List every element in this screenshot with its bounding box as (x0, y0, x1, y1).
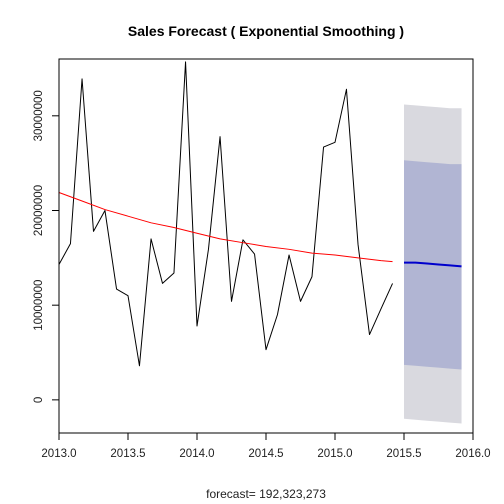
y-tick-label: 20000000 (33, 185, 45, 236)
y-axis: 0 10000000 20000000 30000000 (33, 90, 60, 403)
x-tick-label: 2013.0 (41, 448, 76, 460)
x-axis-label: forecast= 192,323,273 (206, 487, 326, 501)
series-actual-line (58, 61, 394, 367)
chart-title: Sales Forecast ( Exponential Smoothing ) (128, 23, 404, 39)
series-lines (58, 61, 462, 367)
y-tick-label: 30000000 (33, 90, 45, 141)
x-tick-label: 2014.0 (179, 448, 214, 460)
x-axis: 2013.0 2013.5 2014.0 2014.5 2015.0 2015.5 2016… (41, 432, 491, 460)
y-tick-label: 0 (33, 397, 45, 403)
y-tick-label: 10000000 (33, 280, 45, 331)
series-fitted-line (58, 192, 393, 263)
x-tick-label: 2015.5 (386, 448, 421, 460)
series-forecast-line (404, 261, 462, 268)
x-tick-label: 2013.5 (110, 448, 145, 460)
x-tick-label: 2016.0 (455, 448, 490, 460)
x-tick-label: 2014.5 (248, 448, 283, 460)
x-tick-label: 2015.0 (317, 448, 352, 460)
